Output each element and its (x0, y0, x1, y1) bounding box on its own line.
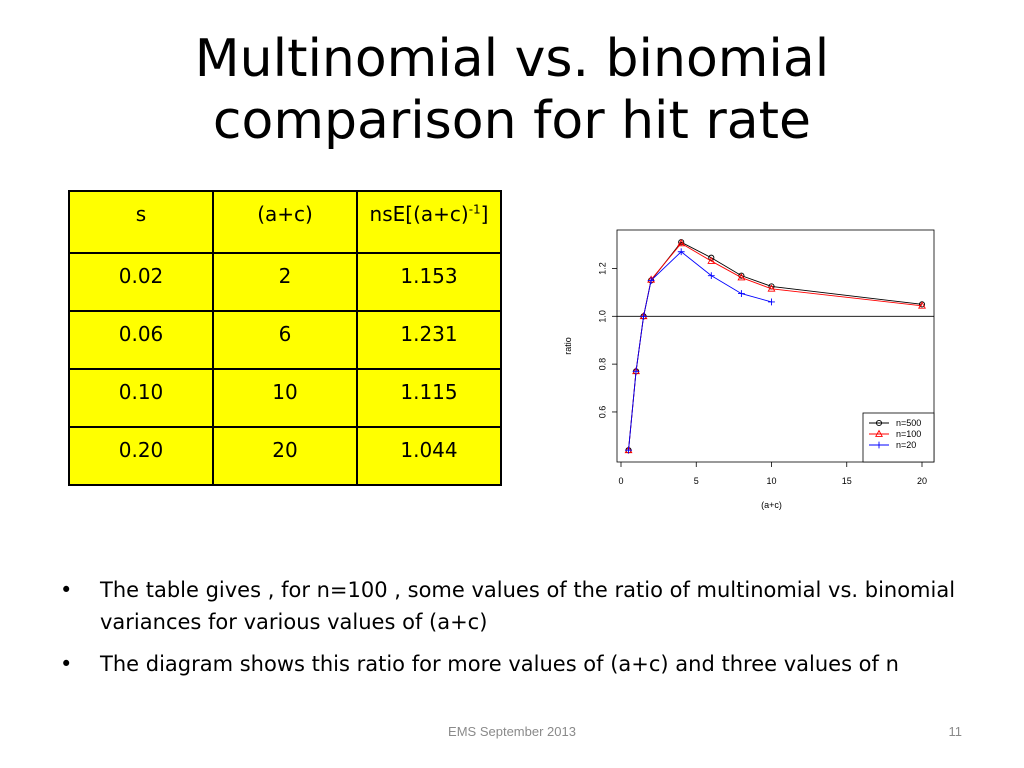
table-row: 0.20 20 1.044 (68, 426, 502, 486)
y-tick-label: 0.6 (597, 406, 607, 419)
ratio-chart: 0 5 10 15 20 0.6 0.8 1.0 1.2 (a+c) ratio n=500 n=100… (555, 220, 945, 520)
x-tick-label: 5 (694, 476, 699, 486)
table-row: 0.06 6 1.231 (68, 310, 502, 370)
x-tick-label: 0 (618, 476, 623, 486)
plot-frame (616, 229, 935, 463)
x-tick-label: 10 (766, 476, 776, 486)
data-point (677, 248, 685, 256)
legend-marker (875, 419, 883, 427)
data-point (768, 298, 775, 306)
table-header-cell: s (68, 190, 214, 254)
header-s: s (135, 202, 147, 226)
legend-marker (875, 429, 883, 437)
legend-marker (875, 441, 883, 449)
header-a-plus-c: (a+c) (257, 202, 313, 226)
bullet-text: The diagram shows this ratio for more va… (100, 652, 899, 676)
table-cell: 20 (212, 426, 358, 486)
table-header-row: s (a+c) nsE[(a+c)-1] (68, 190, 502, 254)
data-point (632, 367, 640, 375)
table-cell: 1.044 (356, 426, 502, 486)
table-cell: 0.10 (68, 368, 214, 428)
data-point (707, 256, 716, 264)
ratio-chart-svg: 0 5 10 15 20 0.6 0.8 1.0 1.2 (a+c) ratio n=500n=100… (563, 229, 935, 510)
legend-label: n=20 (896, 440, 916, 450)
legend-box (862, 412, 935, 463)
table-header-cell: (a+c) (212, 190, 358, 254)
table-cell: 1.153 (356, 252, 502, 312)
data-point (708, 254, 715, 261)
bullet-item: • The table gives , for n=100 , some valu… (60, 574, 990, 638)
data-point (737, 273, 746, 281)
series-line-n20 (628, 251, 772, 451)
table-cell: 0.06 (68, 310, 214, 370)
footer-text: EMS September 2013 (448, 724, 576, 739)
slide-title: Multinomial vs. binomial comparison for … (0, 28, 1024, 152)
bullet-text: The table gives , for n=100 , some value… (100, 578, 956, 634)
table-cell: 1.231 (356, 310, 502, 370)
ratio-table: s (a+c) nsE[(a+c)-1] 0.02 2 1.153 0.06 6… (68, 190, 502, 486)
table-cell: 0.20 (68, 426, 214, 486)
table-cell: 6 (212, 310, 358, 370)
page-number: 11 (948, 724, 963, 739)
data-point (738, 290, 745, 297)
data-point (767, 284, 776, 292)
slide-title-line2: comparison for hit rate (212, 91, 812, 151)
data-point (640, 312, 647, 320)
bullet-dot: • (60, 652, 73, 676)
table-row: 0.02 2 1.153 (68, 252, 502, 312)
legend-label: n=100 (896, 429, 921, 439)
x-tick-label: 20 (917, 476, 927, 486)
table-cell: 0.02 (68, 252, 214, 312)
table-cell: 10 (212, 368, 358, 428)
data-point (677, 239, 686, 247)
data-point (707, 272, 715, 280)
y-tick-label: 1.0 (597, 310, 607, 323)
bullet-item: • The diagram shows this ratio for more v… (60, 648, 990, 680)
header-expectation: nsE[(a+c) (369, 202, 469, 226)
y-tick-label: 1.2 (597, 262, 607, 275)
y-tick-label: 0.8 (597, 358, 607, 371)
header-exponent: -1 (468, 202, 481, 217)
data-point (918, 301, 926, 309)
table-cell: 1.115 (356, 368, 502, 428)
data-point (647, 277, 655, 284)
table-cell: 2 (212, 252, 358, 312)
slide-title-line1: Multinomial vs. binomial (194, 29, 830, 89)
bullet-dot: • (60, 578, 73, 602)
bullet-list: • The table gives , for n=100 , some valu… (60, 574, 990, 690)
y-axis-label: ratio (563, 337, 573, 355)
data-point (625, 446, 632, 454)
table-row: 0.10 10 1.115 (68, 368, 502, 428)
header-bracket: ] (480, 202, 489, 226)
legend-label: n=500 (896, 418, 921, 428)
x-axis-label: (a+c) (761, 500, 782, 510)
table-header-cell: nsE[(a+c)-1] (356, 190, 502, 254)
x-tick-label: 15 (842, 476, 852, 486)
